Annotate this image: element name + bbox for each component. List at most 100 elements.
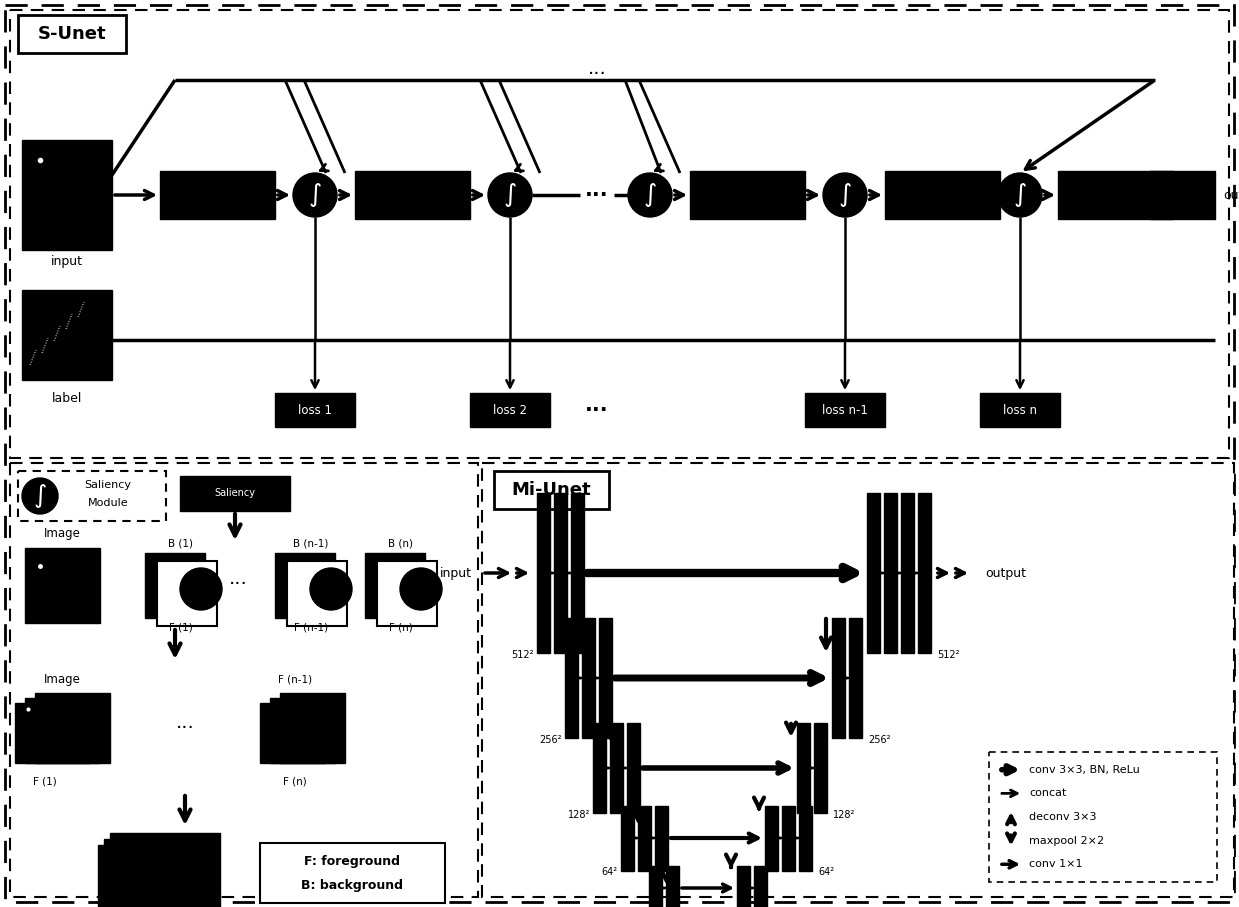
- Bar: [145, 553, 204, 618]
- Bar: [782, 806, 795, 871]
- Text: maxpool 2×2: maxpool 2×2: [1030, 835, 1104, 845]
- Bar: [260, 703, 325, 763]
- Bar: [627, 723, 641, 813]
- Circle shape: [997, 173, 1042, 217]
- Bar: [764, 806, 778, 871]
- Circle shape: [22, 478, 58, 514]
- Text: F: foreground: F: foreground: [304, 854, 400, 867]
- Bar: [280, 693, 344, 763]
- Bar: [805, 393, 885, 427]
- Bar: [755, 866, 767, 907]
- Text: S-Unet: S-Unet: [37, 25, 107, 43]
- Circle shape: [180, 568, 222, 610]
- Text: 512²: 512²: [512, 650, 534, 660]
- Text: F (1): F (1): [33, 776, 57, 786]
- Text: $\int$: $\int$: [643, 181, 657, 209]
- Text: B (n): B (n): [389, 538, 414, 548]
- Text: Image: Image: [43, 672, 81, 686]
- Bar: [797, 723, 810, 813]
- Bar: [571, 493, 584, 653]
- Text: F (n-1): F (n-1): [294, 622, 328, 632]
- Bar: [110, 833, 221, 907]
- Text: ···: ···: [587, 64, 606, 83]
- Bar: [833, 618, 845, 738]
- Text: output: output: [1223, 189, 1239, 201]
- Text: conv 1×1: conv 1×1: [1030, 859, 1083, 869]
- Bar: [565, 618, 579, 738]
- Bar: [690, 171, 805, 219]
- Bar: [366, 553, 425, 618]
- Bar: [180, 476, 290, 511]
- Text: F (n-1): F (n-1): [278, 674, 312, 684]
- Text: loss n: loss n: [1004, 404, 1037, 416]
- Text: Saliency: Saliency: [214, 488, 255, 498]
- Text: input: input: [440, 567, 472, 580]
- Bar: [275, 553, 335, 618]
- Text: deconv 3×3: deconv 3×3: [1030, 812, 1097, 822]
- Bar: [22, 140, 112, 250]
- Bar: [883, 493, 897, 653]
- Text: 64²: 64²: [602, 867, 618, 877]
- Circle shape: [310, 568, 352, 610]
- Circle shape: [292, 173, 337, 217]
- Bar: [470, 393, 550, 427]
- Text: loss 1: loss 1: [299, 404, 332, 416]
- Text: ···: ···: [229, 576, 248, 594]
- Text: ···: ···: [176, 718, 195, 737]
- Text: Saliency: Saliency: [84, 480, 131, 490]
- Circle shape: [488, 173, 532, 217]
- Text: 256²: 256²: [539, 735, 563, 745]
- Text: 64²: 64²: [818, 867, 834, 877]
- Bar: [377, 561, 437, 626]
- Bar: [98, 845, 208, 907]
- Text: output: output: [985, 567, 1026, 580]
- Text: input: input: [51, 256, 83, 268]
- Text: B (1): B (1): [169, 538, 193, 548]
- Bar: [10, 10, 1229, 458]
- Bar: [918, 493, 930, 653]
- Text: Module: Module: [88, 498, 129, 508]
- Text: label: label: [52, 392, 82, 405]
- Text: $\int$: $\int$: [1014, 181, 1027, 209]
- Bar: [160, 171, 275, 219]
- Bar: [554, 493, 567, 653]
- Bar: [10, 463, 478, 897]
- Text: concat: concat: [1030, 788, 1067, 798]
- Text: $\int$: $\int$: [838, 181, 852, 209]
- Bar: [649, 866, 662, 907]
- Bar: [25, 698, 100, 763]
- Bar: [989, 752, 1217, 882]
- Bar: [667, 866, 679, 907]
- Circle shape: [628, 173, 672, 217]
- Text: B: background: B: background: [301, 879, 403, 892]
- Text: F (n): F (n): [284, 776, 307, 786]
- Text: 512²: 512²: [937, 650, 959, 660]
- Bar: [270, 698, 335, 763]
- Text: Mi-Unet: Mi-Unet: [512, 481, 591, 499]
- Bar: [287, 561, 347, 626]
- Bar: [655, 806, 668, 871]
- Bar: [867, 493, 880, 653]
- Text: $\int$: $\int$: [33, 482, 47, 510]
- Text: $\int$: $\int$: [309, 181, 322, 209]
- Text: $\int$: $\int$: [503, 181, 517, 209]
- Bar: [260, 843, 445, 903]
- Text: B (n-1): B (n-1): [294, 538, 328, 548]
- Bar: [15, 703, 90, 763]
- Bar: [35, 693, 110, 763]
- Bar: [1150, 171, 1215, 219]
- Bar: [157, 561, 217, 626]
- Bar: [104, 839, 214, 907]
- Text: F (n): F (n): [389, 622, 413, 632]
- Text: loss 2: loss 2: [493, 404, 527, 416]
- Bar: [536, 493, 550, 653]
- Text: ···: ···: [585, 400, 608, 420]
- Bar: [22, 290, 112, 380]
- Text: 128²: 128²: [567, 810, 590, 820]
- Bar: [582, 618, 595, 738]
- Text: 256²: 256²: [869, 735, 891, 745]
- Bar: [610, 723, 623, 813]
- Bar: [737, 866, 750, 907]
- Bar: [356, 171, 470, 219]
- Circle shape: [823, 173, 867, 217]
